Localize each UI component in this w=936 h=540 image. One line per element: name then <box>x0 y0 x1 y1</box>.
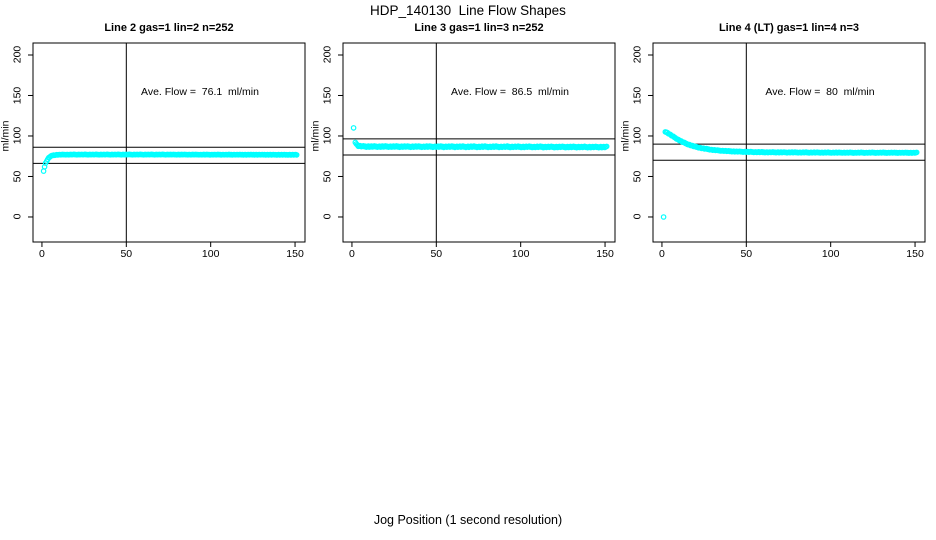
plot-area <box>28 42 306 247</box>
y-tick-label: 200 <box>321 46 334 64</box>
plot-border <box>652 42 926 243</box>
ave-flow-annotation: Ave. Flow = 86.5 ml/min <box>451 86 569 98</box>
y-tick-label: 50 <box>631 170 644 183</box>
x-tick-label: 150 <box>286 248 304 260</box>
panel-title: Line 3 gas=1 lin=3 n=252 <box>414 22 544 34</box>
y-tick-label: 150 <box>631 86 644 105</box>
x-tick-label: 150 <box>596 248 614 260</box>
data-series <box>350 125 610 151</box>
panel-title: Line 2 gas=1 lin=2 n=252 <box>104 22 234 34</box>
ave-flow-annotation: Ave. Flow = 80 ml/min <box>765 86 875 98</box>
y-tick-label: 50 <box>11 170 24 183</box>
x-tick-label: 50 <box>430 248 443 260</box>
x-tick-label: 100 <box>821 248 840 260</box>
x-tick-label: 150 <box>906 248 924 260</box>
x-tick-label: 0 <box>659 248 665 260</box>
data-series <box>660 129 920 220</box>
y-tick-label: 200 <box>11 46 24 64</box>
y-tick-label: 50 <box>321 170 334 183</box>
plot-border <box>32 42 306 243</box>
y-tick-label: 0 <box>321 214 334 220</box>
chart-panel-line4: Line 4 (LT) gas=1 lin=4 n=3 Ave. Flow = … <box>620 0 936 290</box>
x-tick-label: 0 <box>39 248 45 260</box>
x-tick-label: 100 <box>511 248 530 260</box>
panel-title: Line 4 (LT) gas=1 lin=4 n=3 <box>718 22 860 34</box>
y-tick-label: 0 <box>11 214 24 220</box>
chart-panel-line3: Line 3 gas=1 lin=3 n=252 Ave. Flow = 86.… <box>310 0 630 290</box>
x-tick-label: 50 <box>120 248 133 260</box>
x-tick-label: 50 <box>740 248 753 260</box>
x-tick-label: 100 <box>201 248 220 260</box>
y-tick-label: 100 <box>631 127 644 145</box>
y-tick-label: 150 <box>321 86 334 105</box>
y-tick-label: 0 <box>631 214 644 220</box>
y-tick-label: 200 <box>631 46 644 64</box>
plot-border <box>342 42 616 243</box>
x-axis-label: Jog Position (1 second resolution) <box>373 513 563 527</box>
y-tick-label: 100 <box>11 127 24 145</box>
y-tick-label: 100 <box>321 127 334 145</box>
x-tick-label: 0 <box>349 248 355 260</box>
plot-area <box>648 42 926 247</box>
plot-area <box>338 42 616 247</box>
y-tick-label: 150 <box>11 86 24 105</box>
data-series <box>40 151 300 174</box>
main-title: HDP_140130 Line Flow Shapes <box>370 3 566 18</box>
chart-panel-line2: Line 2 gas=1 lin=2 n=252 Ave. Flow = 76.… <box>0 0 320 290</box>
ave-flow-annotation: Ave. Flow = 76.1 ml/min <box>141 86 259 98</box>
